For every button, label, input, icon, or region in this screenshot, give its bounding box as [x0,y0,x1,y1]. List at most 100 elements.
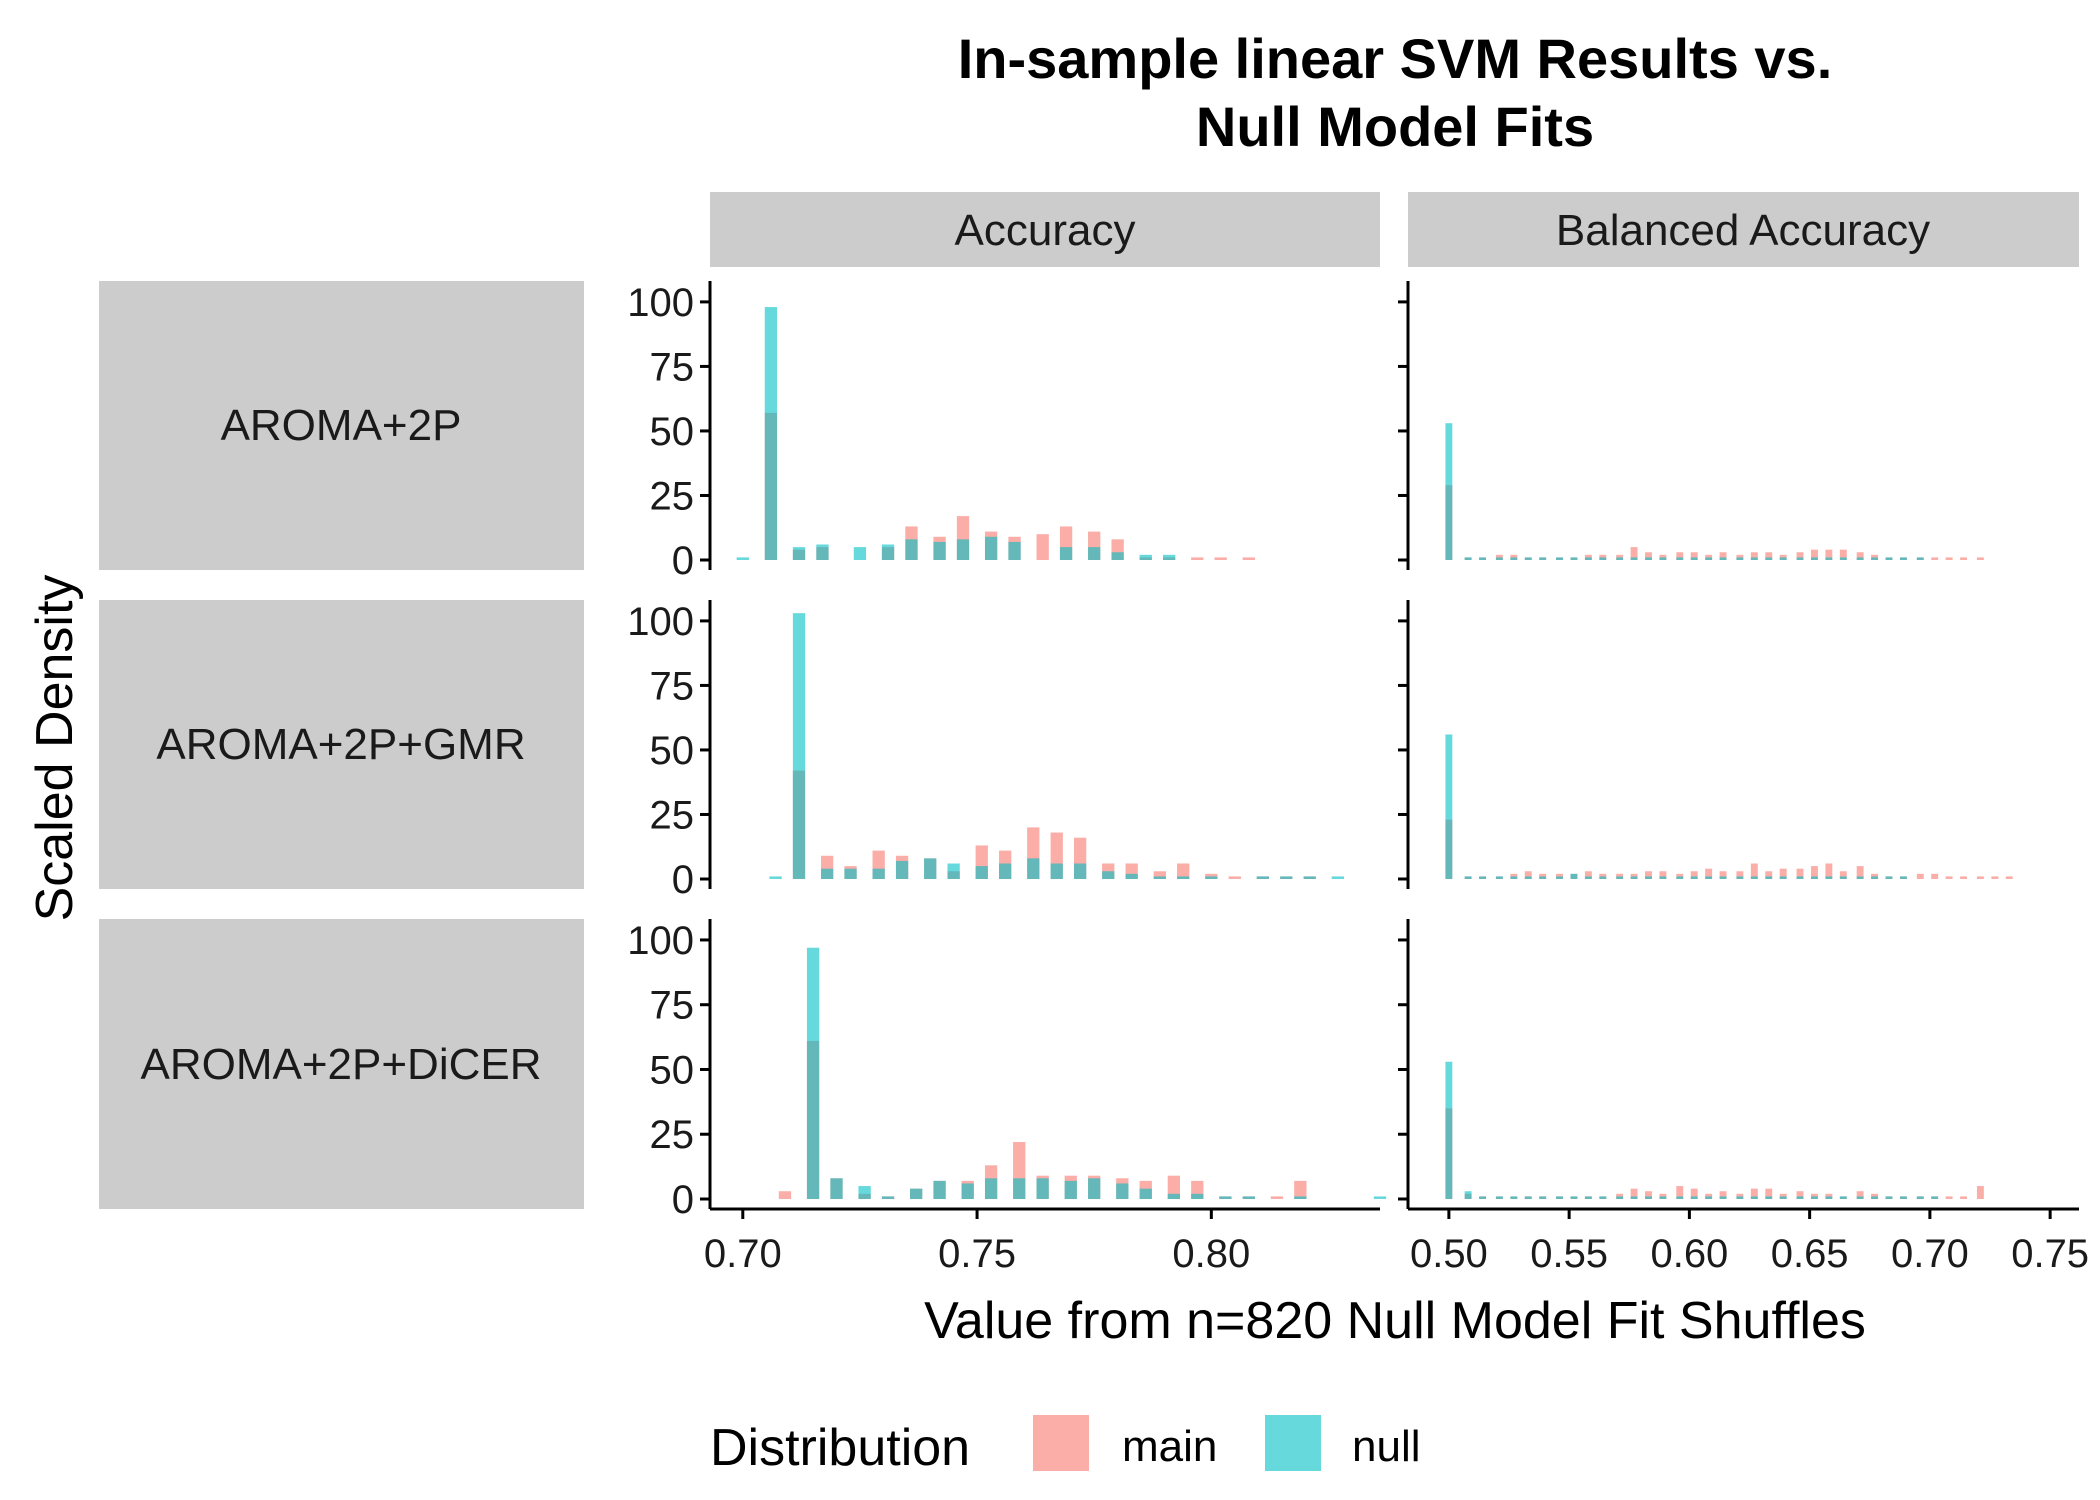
bar-null-aroma-2p-balanced-accuracy-30 [1899,557,1907,560]
bar-null-aroma-2p-balanced-accuracy-20 [1750,557,1758,560]
bar-null-aroma-2p-balanced-accuracy-19 [1736,557,1744,560]
bar-null-aroma-2p-dicer-balanced-accuracy-4 [1510,1196,1518,1199]
bar-null-aroma-2p-gmr-balanced-accuracy-27 [1856,876,1864,879]
x-tick-label-accuracy-0: 0.70 [704,1232,782,1276]
bar-null-aroma-2p-gmr-accuracy-9 [999,863,1012,879]
bar-main-aroma-2p-dicer-balanced-accuracy-15 [1676,1186,1684,1199]
bar-null-aroma-2p-dicer-balanced-accuracy-13 [1645,1196,1652,1199]
x-tick-label-balanced-accuracy-5: 0.75 [2011,1232,2089,1276]
bar-null-aroma-2p-gmr-balanced-accuracy-10 [1599,876,1607,879]
bar-null-aroma-2p-dicer-accuracy-10 [1064,1180,1077,1199]
bar-null-aroma-2p-accuracy-13 [1111,552,1124,560]
bar-null-aroma-2p-gmr-accuracy-15 [1153,876,1166,879]
bar-main-aroma-2p-gmr-balanced-accuracy-20 [1750,863,1758,879]
bar-null-aroma-2p-gmr-balanced-accuracy-24 [1811,876,1818,879]
bar-main-aroma-2p-balanced-accuracy-26 [1839,549,1847,560]
bar-main-aroma-2p-gmr-balanced-accuracy-33 [1945,876,1953,879]
bar-null-aroma-2p-balanced-accuracy-4 [1510,557,1518,560]
bar-main-aroma-2p-accuracy-17 [1242,557,1255,560]
y-tick-label-aroma-2p-gmr-accuracy-0: 0 [672,858,694,902]
bar-null-aroma-2p-dicer-accuracy-17 [1242,1196,1255,1199]
bar-null-aroma-2p-gmr-balanced-accuracy-1 [1464,876,1472,879]
y-tick-label-aroma-2p-dicer-accuracy-0: 0 [672,1178,694,1222]
bar-null-aroma-2p-gmr-balanced-accuracy-0 [1445,734,1453,879]
bar-null-aroma-2p-balanced-accuracy-18 [1719,557,1727,560]
bar-main-aroma-2p-balanced-accuracy-21 [1765,552,1773,560]
y-tick-label-aroma-2p-accuracy-50: 50 [650,410,695,454]
bar-null-aroma-2p-accuracy-3 [816,544,829,560]
bar-null-aroma-2p-balanced-accuracy-27 [1856,557,1864,560]
bar-null-aroma-2p-gmr-balanced-accuracy-22 [1779,876,1787,879]
bar-main-aroma-2p-gmr-accuracy-15 [1177,863,1190,879]
bar-main-aroma-2p-accuracy-16 [1214,557,1227,560]
bar-main-aroma-2p-balanced-accuracy-35 [1976,557,1984,560]
bar-null-aroma-2p-dicer-accuracy-8 [1013,1178,1026,1199]
bar-main-aroma-2p-dicer-balanced-accuracy-16 [1690,1188,1698,1199]
bar-null-aroma-2p-balanced-accuracy-15 [1676,557,1684,560]
panel-aroma-2p-dicer-balanced-accuracy: 0.50 0.55 0.60 0.65 0.70 0.75 [1398,919,2089,1276]
bar-main-aroma-2p-balanced-accuracy-18 [1719,552,1727,560]
bar-main-aroma-2p-gmr-balanced-accuracy-23 [1796,868,1804,879]
bar-main-aroma-2p-balanced-accuracy-12 [1630,547,1638,560]
bar-null-aroma-2p-balanced-accuracy-7 [1556,557,1563,560]
bar-null-aroma-2p-gmr-balanced-accuracy-8 [1570,873,1578,879]
bar-null-aroma-2p-dicer-accuracy-19 [1373,1196,1387,1199]
y-tick-label-aroma-2p-dicer-accuracy-100: 100 [627,919,694,963]
bar-main-aroma-2p-dicer-accuracy-15 [1167,1175,1180,1199]
bar-null-aroma-2p-dicer-accuracy-15 [1191,1193,1204,1199]
bar-null-aroma-2p-dicer-balanced-accuracy-19 [1736,1196,1744,1199]
row-strip-aroma-2p-gmr: AROMA+2P+GMR [99,600,584,889]
row-strip-label-aroma-2p: AROMA+2P [221,401,462,450]
bar-main-aroma-2p-balanced-accuracy-13 [1645,552,1652,560]
bar-main-aroma-2p-gmr-balanced-accuracy-26 [1839,871,1847,879]
bar-main-aroma-2p-dicer-balanced-accuracy-17 [1705,1193,1713,1199]
bar-main-aroma-2p-gmr-balanced-accuracy-14 [1659,871,1667,879]
bar-null-aroma-2p-accuracy-9 [984,536,998,560]
bar-null-aroma-2p-dicer-balanced-accuracy-31 [1916,1196,1924,1199]
bar-main-aroma-2p-balanced-accuracy-24 [1811,549,1818,560]
chart-title-line-2: Null Model Fits [1196,95,1594,158]
bar-null-aroma-2p-dicer-balanced-accuracy-1 [1464,1191,1472,1199]
bar-null-aroma-2p-dicer-balanced-accuracy-9 [1584,1196,1592,1199]
bar-null-aroma-2p-dicer-balanced-accuracy-7 [1556,1196,1563,1199]
bar-null-aroma-2p-gmr-accuracy-4 [872,868,885,879]
bar-null-aroma-2p-balanced-accuracy-8 [1570,557,1578,560]
bar-main-aroma-2p-gmr-balanced-accuracy-5 [1524,871,1532,879]
bar-null-aroma-2p-gmr-balanced-accuracy-26 [1839,876,1847,879]
bar-main-aroma-2p-dicer-balanced-accuracy-28 [1871,1193,1879,1199]
bar-null-aroma-2p-gmr-balanced-accuracy-15 [1676,876,1684,879]
bar-null-aroma-2p-gmr-accuracy-12 [1073,863,1087,879]
bar-null-aroma-2p-balanced-accuracy-2 [1479,557,1486,560]
bar-main-aroma-2p-gmr-balanced-accuracy-22 [1779,868,1787,879]
bar-null-aroma-2p-gmr-balanced-accuracy-19 [1736,876,1744,879]
panel-aroma-2p-gmr-balanced-accuracy [1398,600,2013,889]
bar-null-aroma-2p-gmr-balanced-accuracy-6 [1539,876,1547,879]
bar-null-aroma-2p-dicer-balanced-accuracy-5 [1524,1196,1532,1199]
bar-null-aroma-2p-accuracy-8 [956,539,970,560]
bar-null-aroma-2p-gmr-balanced-accuracy-28 [1871,876,1879,879]
bar-null-aroma-2p-dicer-accuracy-16 [1219,1196,1232,1199]
bar-null-aroma-2p-gmr-balanced-accuracy-3 [1495,876,1503,879]
bar-null-aroma-2p-dicer-accuracy-18 [1294,1196,1307,1199]
y-tick-label-aroma-2p-gmr-accuracy-75: 75 [650,664,695,708]
bar-main-aroma-2p-gmr-balanced-accuracy-13 [1645,871,1652,879]
bar-null-aroma-2p-balanced-accuracy-24 [1811,557,1818,560]
bar-null-aroma-2p-balanced-accuracy-1 [1464,557,1472,560]
bar-main-aroma-2p-balanced-accuracy-32 [1931,557,1939,560]
bar-null-aroma-2p-dicer-accuracy-11 [1088,1178,1101,1199]
bar-main-aroma-2p-gmr-balanced-accuracy-17 [1705,868,1713,879]
bar-null-aroma-2p-gmr-accuracy-5 [895,860,909,879]
bar-null-aroma-2p-balanced-accuracy-16 [1690,557,1698,560]
bar-null-aroma-2p-gmr-balanced-accuracy-21 [1765,876,1773,879]
bar-null-aroma-2p-accuracy-7 [933,541,946,560]
bar-null-aroma-2p-dicer-accuracy-14 [1167,1193,1180,1199]
y-tick-label-aroma-2p-dicer-accuracy-75: 75 [650,984,695,1028]
bar-main-aroma-2p-accuracy-9 [1036,534,1049,560]
bar-main-aroma-2p-gmr-accuracy-17 [1228,876,1241,879]
bar-null-aroma-2p-gmr-accuracy-7 [947,863,960,879]
bar-main-aroma-2p-balanced-accuracy-33 [1945,557,1953,560]
bar-main-aroma-2p-dicer-balanced-accuracy-33 [1945,1196,1953,1199]
bar-null-aroma-2p-gmr-balanced-accuracy-7 [1556,876,1563,879]
bar-main-aroma-2p-gmr-balanced-accuracy-19 [1736,871,1744,879]
